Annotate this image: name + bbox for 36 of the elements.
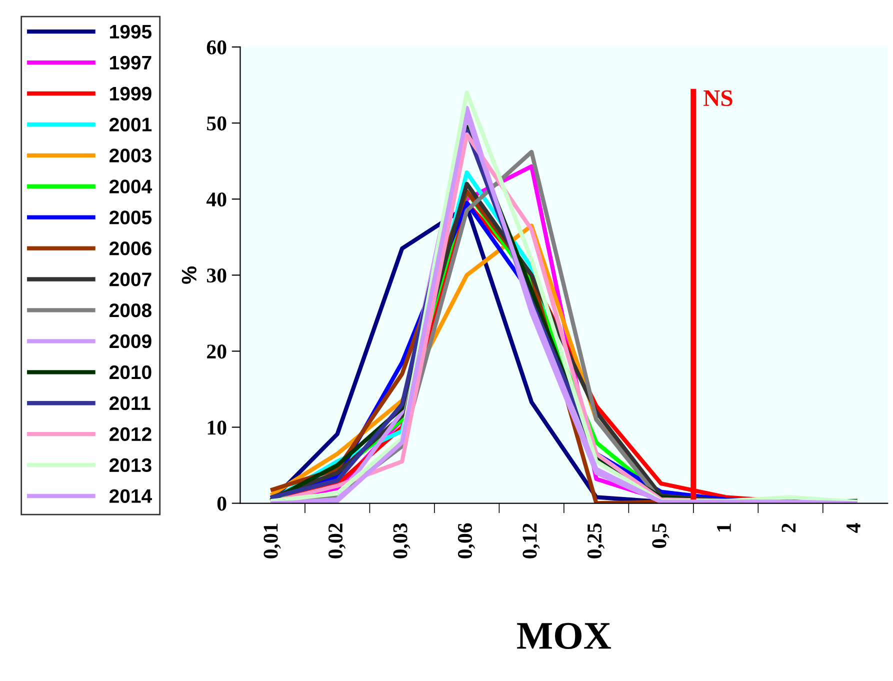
x-tick-label: 0,12: [522, 524, 540, 558]
legend-label: 1999: [110, 86, 152, 101]
legend-label: 2009: [110, 334, 152, 348]
x-tick-label: 1: [717, 524, 731, 532]
x-tick-label: 4: [846, 523, 860, 533]
ref-line-label: NS: [704, 90, 732, 106]
legend-label: 2013: [110, 458, 152, 472]
legend-label: 2010: [110, 365, 152, 380]
legend-label: 1997: [110, 56, 152, 70]
y-axis-title: %: [182, 266, 196, 284]
x-tick-label: 0,02: [328, 524, 346, 558]
legend-label: 1995: [110, 24, 152, 39]
y-tick-label: 50: [207, 116, 226, 130]
legend-label: 2008: [110, 303, 152, 318]
legend-label: 2006: [110, 242, 152, 256]
legend-label: 2001: [110, 118, 152, 132]
x-tick-label: 2: [782, 524, 796, 532]
y-tick-label: 10: [208, 420, 226, 435]
y-tick-label: 30: [206, 268, 226, 283]
legend-label: 2004: [110, 180, 152, 194]
y-tick-label: 40: [206, 192, 226, 207]
legend-label: 2007: [110, 272, 152, 286]
x-tick-label: 0,06: [458, 523, 476, 558]
legend-label: 2003: [110, 148, 152, 162]
x-tick-label: 0,03: [393, 523, 410, 558]
y-tick-label: 20: [207, 344, 226, 359]
legend-label: 2005: [110, 210, 152, 224]
legend-label: 2014: [110, 489, 152, 503]
legend-label: 2011: [110, 396, 150, 410]
x-tick-label: 0,5: [652, 523, 670, 548]
legend-label: 2012: [110, 427, 152, 442]
x-axis-title: MOX: [517, 622, 611, 650]
y-tick-label: 60: [206, 40, 226, 54]
y-tick-label: 0: [217, 496, 226, 511]
x-tick-label: 0,25: [587, 523, 605, 558]
x-tick-label: 0,01: [264, 524, 281, 558]
